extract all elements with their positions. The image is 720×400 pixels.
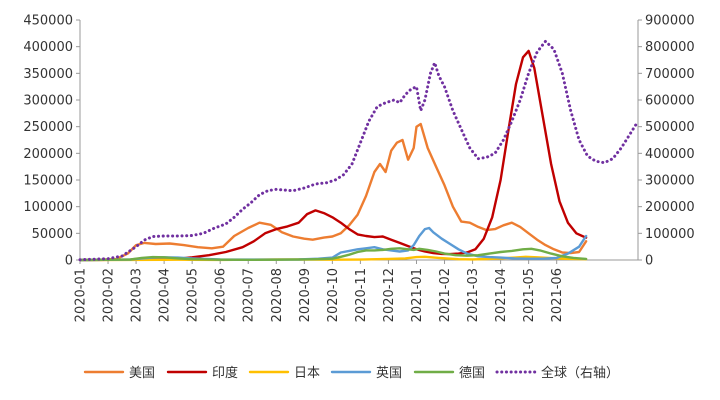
legend-label: 日本 xyxy=(294,366,320,381)
series-line-全球（右轴） xyxy=(78,39,640,262)
x-tick-label: 2021-03 xyxy=(466,268,481,322)
y-tick-label-left: 0 xyxy=(65,254,73,269)
x-tick-label: 2020-05 xyxy=(186,268,201,322)
x-tick-label: 2020-11 xyxy=(354,268,369,322)
y-tick-label-left: 350000 xyxy=(23,67,73,82)
y-tick-label-right: 900000 xyxy=(645,14,695,29)
y-tick-label-left: 300000 xyxy=(23,94,73,109)
x-tick-label: 2021-04 xyxy=(494,268,509,322)
legend-label: 美国 xyxy=(129,366,155,381)
x-tick-label: 2020-10 xyxy=(326,268,341,322)
series-line-德国 xyxy=(78,247,588,262)
y-tick-label-left: 450000 xyxy=(23,14,73,29)
series-line-印度 xyxy=(78,49,588,262)
legend-label: 全球（右轴） xyxy=(541,365,619,381)
x-tick-label: 2020-02 xyxy=(102,268,117,322)
x-tick-label: 2021-01 xyxy=(410,268,425,322)
x-tick-label: 2020-06 xyxy=(214,268,229,322)
y-tick-label-right: 200000 xyxy=(645,200,695,215)
x-tick-label: 2020-12 xyxy=(382,268,397,322)
y-tick-label-right: 500000 xyxy=(645,120,695,135)
y-tick-label-right: 300000 xyxy=(645,174,695,189)
y-tick-label-right: 600000 xyxy=(645,94,695,109)
x-tick-label: 2021-02 xyxy=(438,268,453,322)
y-tick-label-left: 250000 xyxy=(23,120,73,135)
axes-layer: 0 50000 100000 150000 200000 250000 300000 3500… xyxy=(23,14,694,323)
x-tick-label: 2020-09 xyxy=(298,268,313,322)
legend: 美国 印度 日本 英国 德国 全球（右轴） xyxy=(83,365,619,381)
x-tick-label: 2020-03 xyxy=(130,268,145,322)
y-tick-label-left: 200000 xyxy=(23,147,73,162)
x-tick-label: 2020-04 xyxy=(158,268,173,322)
x-tick-label: 2020-07 xyxy=(242,268,257,322)
y-tick-label-right: 700000 xyxy=(645,67,695,82)
y-tick-label-right: 100000 xyxy=(645,227,695,242)
legend-label: 印度 xyxy=(212,365,238,381)
y-tick-label-left: 100000 xyxy=(23,200,73,215)
series-layer xyxy=(78,39,640,262)
series-line-美国 xyxy=(78,122,588,262)
x-tick-label: 2021-05 xyxy=(522,268,537,322)
legend-label: 德国 xyxy=(459,366,485,381)
y-tick-label-right: 400000 xyxy=(645,147,695,162)
y-tick-label-left: 400000 xyxy=(23,40,73,55)
y-tick-label-left: 150000 xyxy=(23,174,73,189)
x-tick-label: 2020-01 xyxy=(74,268,89,322)
legend-label: 英国 xyxy=(376,366,402,381)
y-tick-label-left: 50000 xyxy=(32,227,73,242)
y-tick-label-right: 0 xyxy=(645,254,653,269)
x-tick-label: 2020-08 xyxy=(270,268,285,322)
y-tick-label-right: 800000 xyxy=(645,40,695,55)
x-tick-label: 2021-06 xyxy=(550,268,565,322)
